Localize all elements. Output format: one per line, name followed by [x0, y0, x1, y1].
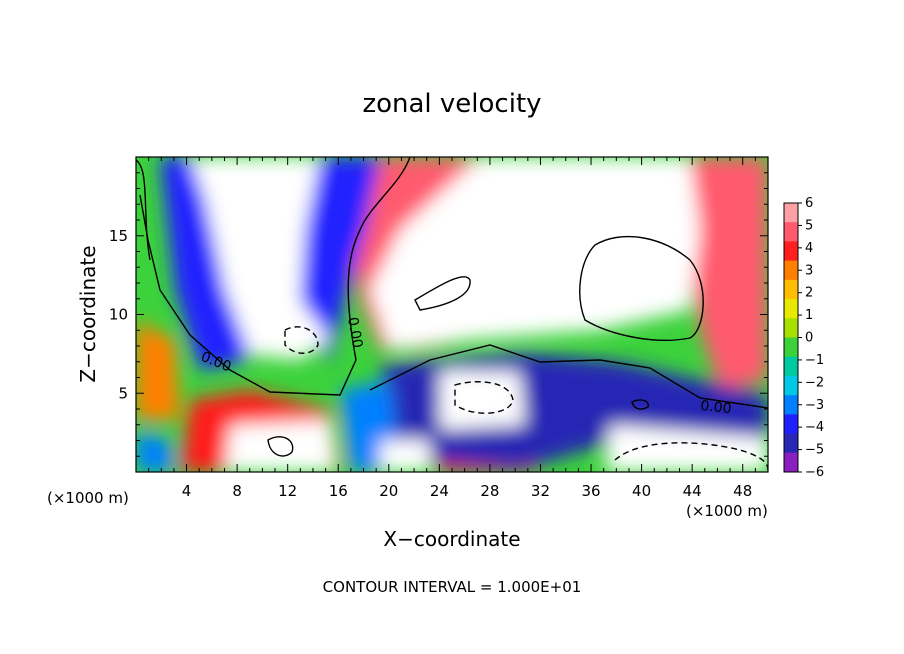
- overflow-region-upper-left: [190, 157, 330, 360]
- contour-closed-small: [631, 399, 649, 410]
- colorbar-tick-label: 4: [805, 241, 813, 256]
- colorbar-tick-label: −1: [805, 353, 824, 368]
- colorbar-swatch: [784, 414, 798, 435]
- y-axis-label: Z−coordinate: [76, 245, 100, 382]
- colorbar-swatch: [784, 433, 798, 454]
- cold-region-bottom-left: [136, 430, 175, 472]
- x-tick-label: 40: [632, 482, 651, 500]
- x-axis-label: X−coordinate: [383, 527, 520, 551]
- contour-zero-lower: [369, 344, 768, 409]
- colorbar-tick-label: 6: [805, 196, 813, 211]
- velocity-field: 0.00 0.00 0.00: [136, 157, 768, 472]
- contour-negative-upper-left: [284, 326, 319, 354]
- overflow-region-center-bottom: [380, 440, 430, 472]
- colorbar-tick-label: 1: [805, 308, 813, 323]
- contour-zero-mid: [347, 157, 411, 361]
- x-tick-label: 20: [379, 482, 398, 500]
- x-tick-label: 16: [329, 482, 348, 500]
- colorbar-swatch: [784, 395, 798, 415]
- x-tick-label: 4: [182, 482, 192, 500]
- cold-region-left-column: [160, 157, 250, 370]
- x-unit-left: (×1000 m): [47, 489, 129, 507]
- contour-zero-left: [139, 194, 357, 396]
- x-tick-label: 32: [531, 482, 550, 500]
- contour-label-mid: 0.00: [344, 316, 365, 349]
- contour-label-right: 0.00: [700, 398, 733, 417]
- colorbar-tick-label: −2: [805, 375, 824, 390]
- contour-lines: [136, 157, 768, 471]
- colorbar: 6 5 4 3 2 1 0 −1 −2 −3 −4 −5 −6: [783, 196, 824, 480]
- overflow-region-bottom-mid: [440, 370, 525, 430]
- overflow-region-bottom-right: [605, 425, 768, 472]
- contour-closed-mid: [414, 276, 471, 311]
- colorbar-tick-label: 0: [805, 331, 813, 346]
- x-axis: 4 8 12 16 20 24 28 32 36 40 44 48: [148, 157, 756, 500]
- colorbar-tick-label: 3: [805, 263, 813, 278]
- x-tick-label: 36: [581, 482, 600, 500]
- x-tick-label: 8: [232, 482, 242, 500]
- colorbar-swatch: [784, 337, 798, 358]
- y-tick-label: 15: [109, 227, 128, 245]
- colorbar-tick-label: 2: [805, 286, 813, 301]
- chart-title: zonal velocity: [362, 89, 541, 119]
- colorbar-swatch: [784, 222, 798, 242]
- colorbar-swatch: [784, 375, 798, 396]
- colorbar-swatch: [784, 203, 798, 223]
- x-unit-right: (×1000 m): [686, 502, 768, 520]
- y-axis: 5 10 15: [109, 172, 768, 457]
- contour-closed-right: [579, 235, 704, 341]
- contour-zero-upper: [136, 159, 151, 261]
- contour-negative-bottom-mid: [454, 381, 514, 414]
- x-tick-label: 28: [480, 482, 499, 500]
- overflow-region-bottom-left: [225, 420, 335, 472]
- colorbar-swatch: [784, 279, 798, 300]
- colorbar-tick-label: −5: [805, 443, 824, 458]
- colorbar-swatch: [784, 452, 798, 473]
- x-tick-label: 48: [733, 482, 752, 500]
- colorbar-tick-label: −6: [805, 465, 824, 480]
- y-tick-label: 5: [118, 384, 128, 402]
- contour-closed-bottom-left: [267, 436, 294, 457]
- colorbar-tick-label: 5: [805, 218, 813, 233]
- colorbar-swatch: [784, 260, 798, 281]
- cold-region-mid-column: [300, 157, 380, 360]
- contour-interval-note: CONTOUR INTERVAL = 1.000E+01: [323, 578, 582, 596]
- x-tick-label: 12: [278, 482, 297, 500]
- x-tick-label: 44: [683, 482, 702, 500]
- colorbar-swatch: [784, 356, 798, 377]
- colorbar-swatch: [784, 318, 798, 338]
- y-tick-label: 10: [109, 306, 128, 324]
- colorbar-tick-label: −3: [805, 398, 824, 413]
- warm-region-left-edge: [136, 320, 180, 420]
- colorbar-tick-label: −4: [805, 420, 824, 435]
- colorbar-swatch: [784, 241, 798, 262]
- x-tick-label: 24: [430, 482, 449, 500]
- colorbar-swatch: [784, 299, 798, 319]
